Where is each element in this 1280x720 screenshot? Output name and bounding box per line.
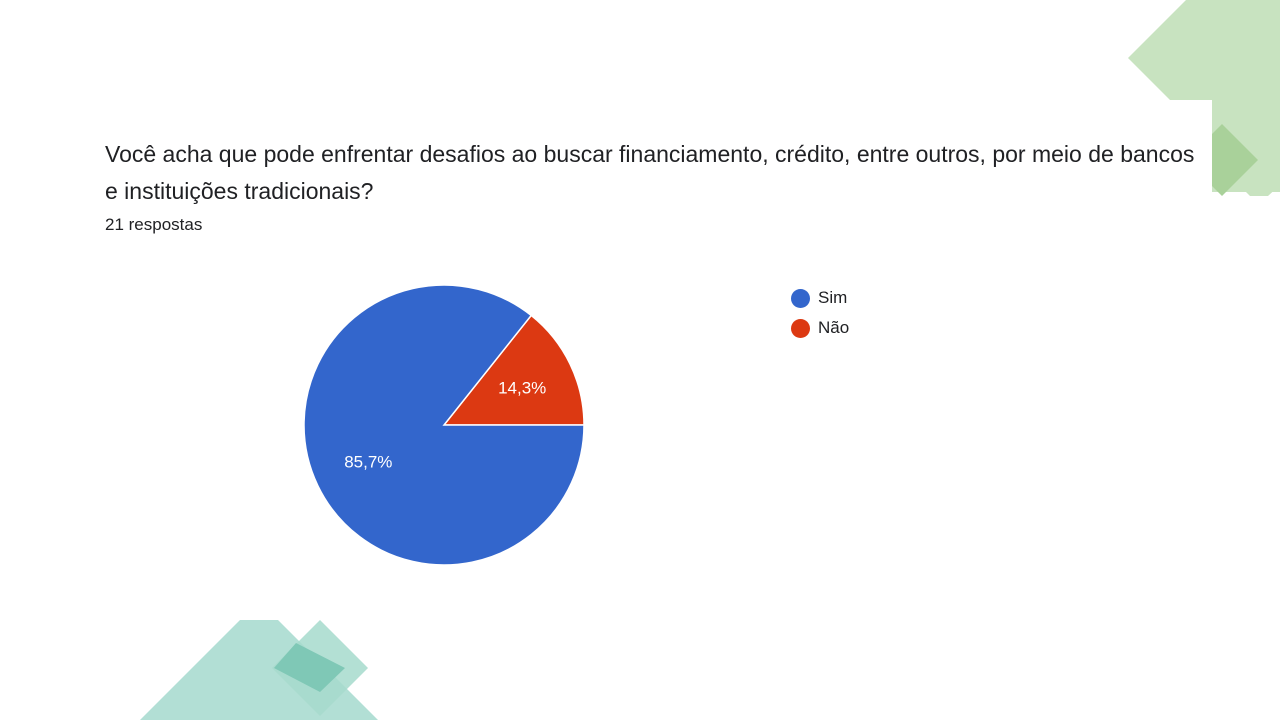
pie-slice-nao[interactable]: [442, 314, 585, 426]
legend-label-sim: Sim: [818, 288, 848, 307]
response-count: 21 respostas: [105, 215, 203, 234]
pie-slice-sim[interactable]: [303, 284, 585, 566]
legend-swatch-sim: [791, 288, 810, 308]
data-label-nao: 14,3%: [498, 378, 546, 397]
legend-swatch-nao: [791, 318, 810, 338]
legend-label-nao: Não: [818, 318, 850, 337]
chart-legend: Sim Não: [791, 283, 849, 343]
question-title: Você acha que pode enfrentar desafios ao…: [105, 141, 1195, 204]
legend-item-nao[interactable]: Não: [791, 313, 849, 343]
legend-item-sim[interactable]: Sim: [791, 283, 849, 313]
deco-green-diamond: [1212, 124, 1258, 196]
deco-teal-diamond-overlap: [274, 643, 345, 692]
data-label-sim: 85,7%: [344, 452, 392, 471]
